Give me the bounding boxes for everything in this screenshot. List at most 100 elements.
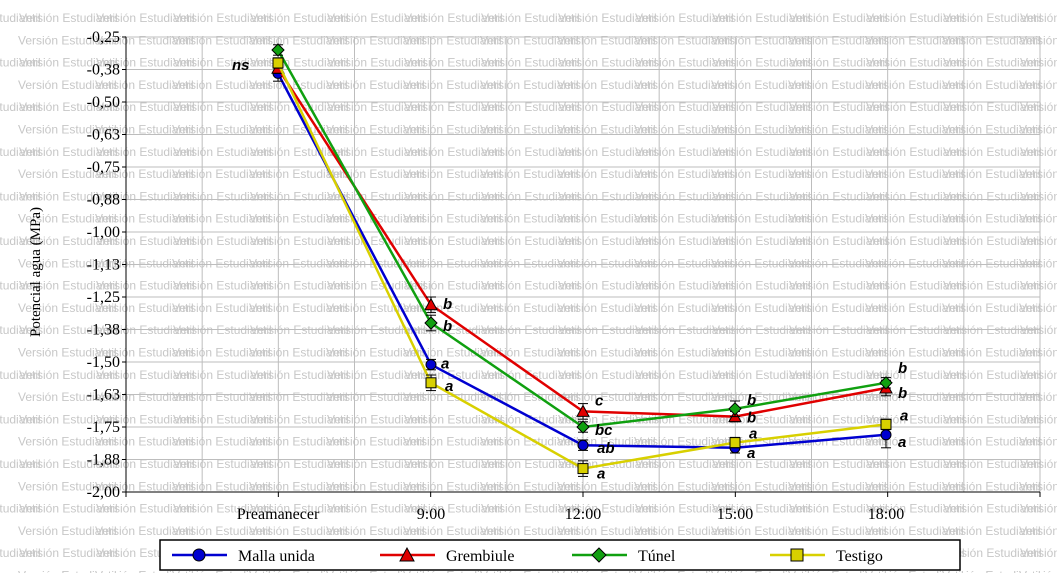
watermark-text: Versión Estudiantil — [1019, 33, 1057, 47]
watermark-text: Versión Estudiantil — [96, 11, 195, 25]
watermark-text: Versión Estudiantil — [943, 323, 1042, 337]
watermark-text: Versión Estudiantil — [19, 145, 118, 159]
data-point — [271, 43, 285, 57]
watermark-text: Versión Estudiantil — [788, 123, 887, 137]
watermark-text: Versión Estudiantil — [558, 11, 657, 25]
significance-label: a — [749, 426, 757, 443]
watermark-text: Versión Estudiantil — [19, 100, 118, 114]
watermark-text: Versión Estudiantil — [481, 100, 580, 114]
significance-label: a — [441, 356, 449, 373]
watermark-text: Versión Estudiantil — [249, 212, 348, 226]
watermark-text: Versión Estudiantil — [635, 234, 734, 248]
watermark-text: Versión Estudiantil — [1019, 256, 1057, 270]
watermark-text: Versión Estudiantil — [1020, 100, 1057, 114]
watermark-text: Versión Estudiantil — [404, 502, 503, 516]
watermark-text: Versión Estudiantil — [866, 457, 965, 471]
watermark-text: Versión Estudiantil — [172, 78, 271, 92]
watermark-text: Versión Estudiantil — [173, 100, 272, 114]
watermark-text: Versión Estudiantil — [19, 189, 118, 203]
watermark-text: Versión Estudiantil — [943, 368, 1042, 382]
watermark-text: Versión Estudiantil — [95, 256, 194, 270]
watermark-text: Versión Estudiantil — [942, 212, 1041, 226]
watermark-text: Versión Estudiantil — [788, 256, 887, 270]
watermark-text: Versión Estudiantil — [95, 78, 194, 92]
watermark-layer: Versión Estudiantil Versión Estudiantil Ve… — [0, 11, 1057, 573]
legend-item: Malla unida — [172, 548, 315, 565]
watermark-text: Versión Estudiantil — [712, 145, 811, 159]
watermark-text: Versión Estudiantil — [712, 100, 811, 114]
watermark-text: Versión Estudiantil — [19, 234, 118, 248]
y-tick-label: -1,25 — [87, 289, 120, 306]
watermark-text: Versión Estudiantil — [789, 234, 888, 248]
y-tick-label: -1,38 — [87, 322, 120, 339]
watermark-text: Versión Estudiantil — [865, 524, 964, 538]
watermark-text: Versión Estudiantil — [95, 346, 194, 360]
watermark-text: Versión Estudiantil — [96, 457, 195, 471]
watermark-text: Versión Estudiantil — [18, 346, 117, 360]
legend: Malla unida Grembiule Túnel Testigo — [159, 539, 961, 571]
x-tick-label: Preamanecer — [237, 506, 320, 523]
watermark-text: Versión Estudiantil — [1019, 346, 1057, 360]
watermark-text: Versión Estudiantil — [173, 457, 272, 471]
watermark-text: Versión Estudiantil — [481, 279, 580, 293]
watermark-text: Versión Estudiantil — [404, 11, 503, 25]
watermark-text: Versión Estudiantil — [96, 145, 195, 159]
data-point — [728, 402, 742, 416]
watermark-text: Versión Estudiantil — [249, 301, 348, 315]
watermark-text: Versión Estudiantil — [326, 435, 425, 449]
y-tick-label: -1,50 — [87, 354, 120, 371]
watermark-text: Versión Estudiantil — [249, 123, 348, 137]
watermark-text: Versión Estudiantil — [1019, 479, 1057, 493]
watermark-text: Versión Estudiantil — [326, 390, 425, 404]
watermark-text: Versión Estudiantil — [866, 100, 965, 114]
legend-item: Testigo — [770, 548, 883, 565]
significance-label: c — [595, 392, 604, 409]
y-tick-label: -1,00 — [87, 224, 120, 241]
y-tick-label: -0,25 — [87, 29, 120, 46]
watermark-text: Versión Estudiantil — [712, 323, 811, 337]
watermark-text: Versión Estudiantil — [18, 479, 117, 493]
watermark-text: Versión Estudiantil — [557, 479, 656, 493]
watermark-text: Versión Estudiantil — [173, 56, 272, 70]
watermark-text: Versión Estudiantil — [558, 502, 657, 516]
watermark-text: Versión Estudiantil — [0, 457, 41, 471]
watermark-text: Versión Estudiantil — [95, 524, 194, 538]
data-point — [729, 437, 741, 449]
watermark-text: Versión Estudiantil — [249, 435, 348, 449]
watermark-text: Versión Estudiantil — [95, 569, 194, 573]
watermark-text: Versión Estudiantil — [96, 323, 195, 337]
watermark-text: Versión Estudiantil — [0, 56, 41, 70]
watermark-text: Versión Estudiantil — [635, 56, 734, 70]
watermark-text: Versión Estudiantil — [557, 524, 656, 538]
watermark-text: Versión Estudiantil — [96, 279, 195, 293]
watermark-text: Versión Estudiantil — [173, 323, 272, 337]
significance-label: a — [898, 434, 906, 451]
watermark-text: Versión Estudiantil — [1020, 546, 1057, 560]
watermark-text: Versión Estudiantil — [943, 234, 1042, 248]
watermark-text: Versión Estudiantil — [95, 479, 194, 493]
data-point — [576, 404, 590, 417]
watermark-text: Versión Estudiantil — [326, 78, 425, 92]
watermark-text: Versión Estudiantil — [788, 78, 887, 92]
watermark-text: Versión Estudiantil — [250, 412, 349, 426]
significance-label: a — [747, 445, 755, 462]
significance-label: b — [898, 385, 907, 402]
watermark-text: Versión Estudiantil — [942, 479, 1041, 493]
significance-label: b — [443, 318, 452, 335]
watermark-text: Versión Estudiantil — [788, 435, 887, 449]
watermark-text: Versión Estudiantil — [943, 457, 1042, 471]
watermark-text: Versión Estudiantil — [866, 323, 965, 337]
watermark-text: Versión Estudiantil — [326, 479, 425, 493]
watermark-text: Versión Estudiantil — [173, 368, 272, 382]
watermark-text: Versión Estudiantil — [327, 234, 426, 248]
watermark-text: Versión Estudiantil — [19, 279, 118, 293]
significance-label: a — [900, 407, 908, 424]
watermark-text: Versión Estudiantil — [19, 323, 118, 337]
watermark-text: Versión Estudiantil — [1020, 279, 1057, 293]
watermark-text: Versión Estudiantil — [403, 123, 502, 137]
watermark-text: Versión Estudiantil — [18, 524, 117, 538]
watermark-text: Versión Estudiantil — [789, 145, 888, 159]
